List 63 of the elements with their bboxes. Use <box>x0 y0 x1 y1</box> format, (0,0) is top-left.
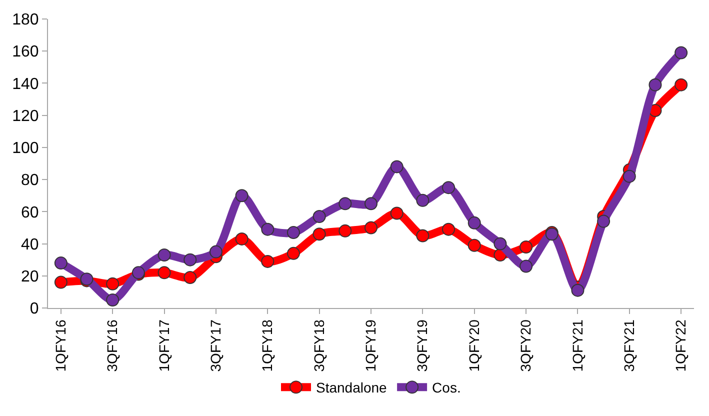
point <box>338 197 352 210</box>
point <box>597 214 610 228</box>
point <box>416 229 430 242</box>
point <box>390 160 404 174</box>
point <box>286 226 300 240</box>
x-tick-label: 3QFY20 <box>518 319 534 372</box>
point <box>674 78 688 92</box>
point <box>312 228 326 241</box>
point <box>235 189 248 202</box>
point <box>261 222 274 236</box>
y-tick-label: 80 <box>21 172 39 190</box>
point <box>494 237 507 250</box>
x-tick-label: 1QFY21 <box>569 319 586 372</box>
y-tick-label: 120 <box>12 108 39 125</box>
point <box>235 232 248 246</box>
y-tick-label: 160 <box>12 44 39 61</box>
point <box>261 254 274 268</box>
x-tick-label: 3QFY18 <box>310 319 327 372</box>
x-tick-label: 1QFY18 <box>259 319 276 372</box>
y-tick-label: 20 <box>21 268 39 286</box>
legend-label: Cos. <box>432 380 461 396</box>
y-tick-label: 180 <box>12 12 39 29</box>
x-tick-label: 1QFY20 <box>466 319 482 372</box>
y-tick-label: 60 <box>21 204 39 222</box>
x-tick-label: 3QFY19 <box>414 319 430 372</box>
x-tick-label: 3QFY21 <box>620 319 637 372</box>
x-tick-label: 1QFY17 <box>156 319 172 372</box>
point <box>364 221 378 234</box>
y-tick-label: 100 <box>12 140 39 158</box>
point <box>54 276 68 289</box>
x-tick-label: 1QFY22 <box>672 319 689 372</box>
x-tick-label: 1QFY19 <box>362 319 379 372</box>
point <box>312 210 326 223</box>
point <box>468 238 481 252</box>
y-tick-label: 140 <box>12 76 39 93</box>
point <box>286 246 300 260</box>
point <box>442 222 456 236</box>
point <box>338 224 352 238</box>
point <box>54 256 68 270</box>
point <box>468 216 481 230</box>
y-tick-label: 40 <box>21 236 39 254</box>
point <box>184 270 197 284</box>
x-tick-label: 1QFY16 <box>52 319 68 372</box>
point <box>209 245 222 258</box>
point <box>106 293 120 306</box>
y-tick-label: 0 <box>30 300 39 318</box>
point <box>674 46 688 60</box>
x-tick-label: 3QFY16 <box>104 319 120 372</box>
point <box>520 260 533 273</box>
point <box>158 248 171 262</box>
point <box>648 78 662 92</box>
point <box>364 197 378 210</box>
x-tick-label: 3QFY17 <box>208 319 224 372</box>
point <box>158 266 171 280</box>
point <box>622 170 636 183</box>
point <box>416 194 430 207</box>
point <box>520 240 533 254</box>
point <box>184 253 197 266</box>
legend-label: Standalone <box>316 380 388 396</box>
point <box>106 277 120 290</box>
point <box>390 206 404 220</box>
point <box>442 181 456 194</box>
point <box>571 284 584 297</box>
